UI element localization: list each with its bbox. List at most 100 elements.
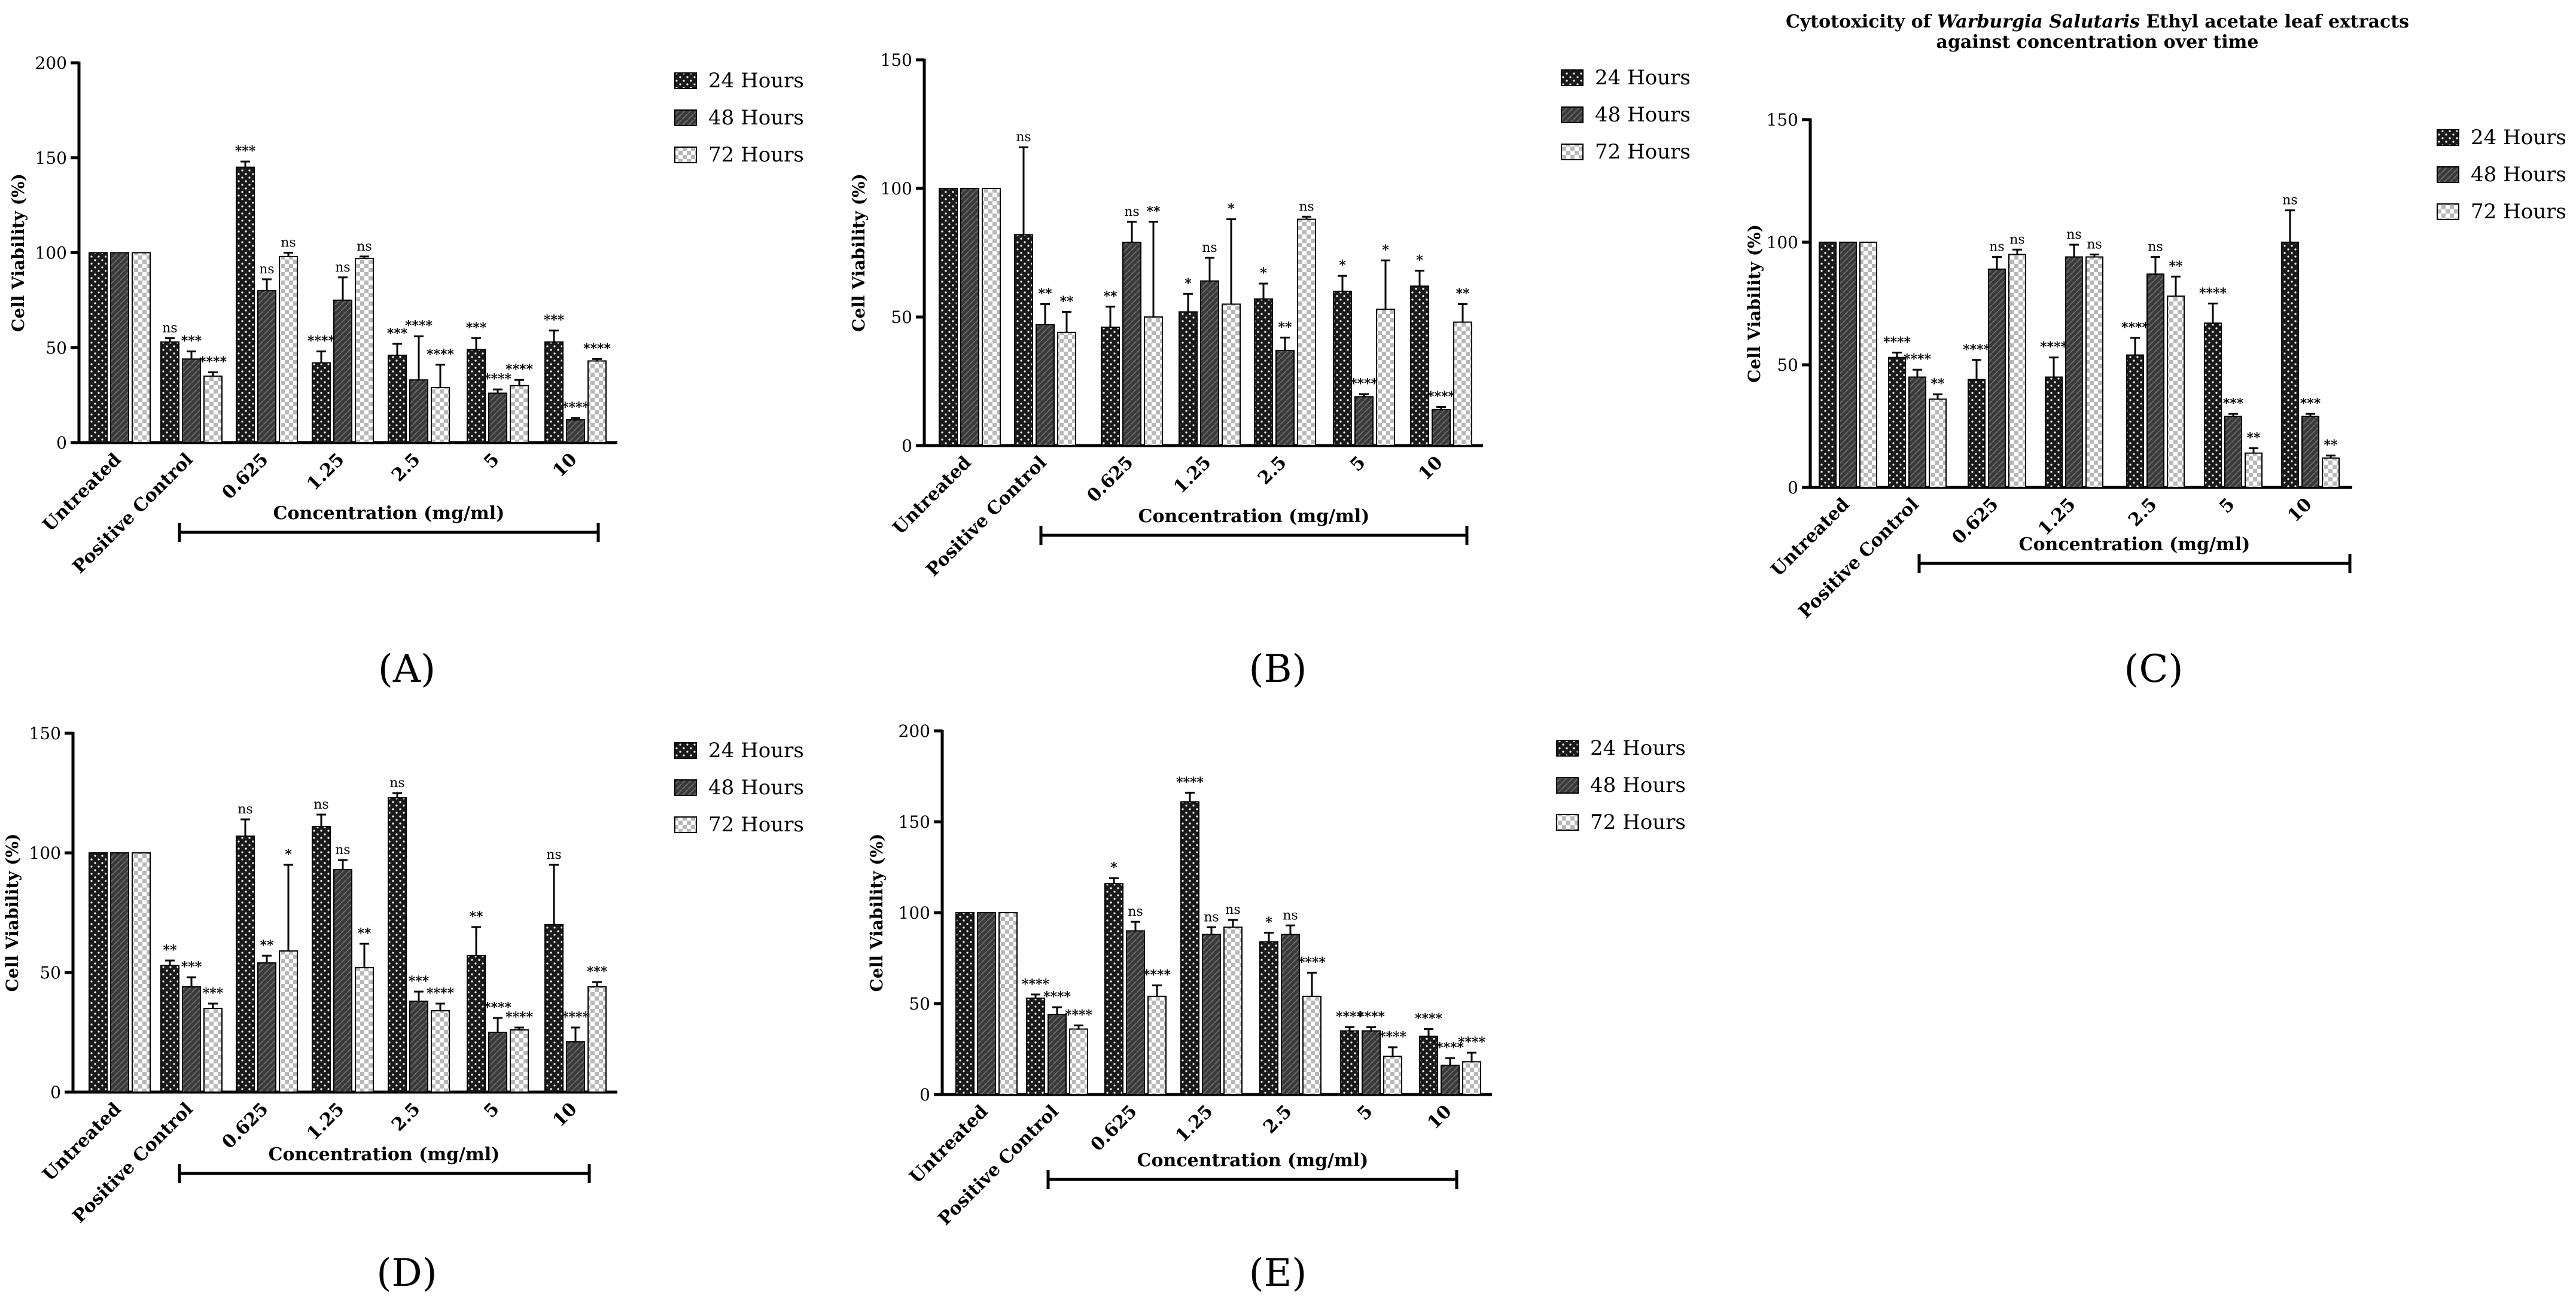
significance-label: ** — [2246, 430, 2261, 446]
significance-label: **** — [1357, 1010, 1386, 1025]
significance-label: **** — [1427, 389, 1456, 405]
significance-label: ns — [2282, 193, 2297, 208]
significance-label: ns — [2148, 240, 2163, 255]
bar-b-0-2 — [1101, 327, 1120, 447]
bar-e-1-1 — [1048, 1014, 1067, 1095]
significance-label: ns — [259, 262, 274, 277]
legend-swatch-0 — [674, 72, 697, 89]
significance-label: **** — [405, 318, 433, 334]
y-tick-label: 0 — [50, 1083, 61, 1102]
significance-label: **** — [1336, 1010, 1364, 1025]
legend-swatch-2 — [2437, 203, 2459, 220]
panel-label-d: (D) — [376, 1251, 437, 1295]
panel-label-b: (B) — [1249, 647, 1307, 691]
significance-label: *** — [2300, 396, 2321, 411]
significance-label: **** — [562, 400, 590, 416]
legend-entry-1: 48 Hours — [1595, 103, 1691, 127]
legend-swatch-1 — [2437, 166, 2459, 183]
bar-d-1-3 — [333, 869, 352, 1093]
significance-label: ns — [335, 260, 350, 275]
x-tick-label: 5 — [1346, 452, 1370, 476]
significance-label: *** — [409, 974, 430, 989]
bar-e-1-2 — [1126, 930, 1145, 1096]
y-tick-label: 0 — [902, 436, 912, 456]
bar-e-2-4 — [1302, 995, 1322, 1095]
significance-label: ns — [281, 236, 296, 251]
bar-c-1-0 — [1839, 242, 1857, 488]
y-tick-label: 100 — [881, 179, 912, 199]
significance-label: ** — [163, 943, 177, 958]
bar-b-1-1 — [1036, 324, 1055, 447]
x-tick-label: 5 — [480, 1099, 504, 1123]
bar-d-2-1 — [203, 1008, 223, 1093]
bar-d-0-4 — [388, 797, 407, 1093]
bar-d-1-2 — [257, 962, 276, 1093]
significance-label: **** — [427, 986, 455, 1001]
significance-label: ns — [2087, 237, 2102, 252]
legend-swatch-0 — [1561, 69, 1584, 86]
x-tick-label: 2.5 — [1259, 1101, 1296, 1138]
significance-label: ns — [1299, 199, 1314, 214]
x-tick-label: 10 — [549, 1099, 581, 1131]
significance-label: ns — [357, 239, 372, 254]
x-tick-label: Positive Control — [69, 1099, 197, 1227]
bar-d-2-2 — [279, 950, 298, 1093]
significance-label: *** — [466, 320, 487, 336]
legend-swatch-1 — [674, 779, 697, 796]
significance-label: *** — [2223, 396, 2244, 411]
y-tick-label: 50 — [1777, 355, 1798, 375]
significance-label: **** — [1298, 955, 1326, 970]
legend-entry-2: 72 Hours — [708, 143, 804, 167]
x-tick-label: Positive Control — [934, 1101, 1063, 1230]
x-tick-label: Positive Control — [1795, 494, 1923, 623]
significance-label: **** — [1883, 335, 1911, 350]
x-tick-label: 10 — [1423, 1101, 1456, 1133]
significance-label: ns — [389, 776, 404, 791]
y-tick-label: 50 — [39, 963, 61, 983]
chart-title-line2: against concentration over time — [1936, 32, 2259, 53]
significance-label: ns — [1202, 240, 1217, 255]
bar-b-0-5 — [1333, 291, 1352, 446]
bar-a-2-5 — [510, 385, 529, 443]
legend-entry-2: 72 Hours — [1590, 810, 1686, 834]
x-axis-label: Concentration (mg/ml) — [2019, 534, 2251, 555]
significance-label: **** — [1904, 352, 1932, 367]
legend-entry-0: 24 Hours — [708, 69, 804, 93]
x-tick-label: 0.625 — [1083, 452, 1137, 507]
significance-label: **** — [1350, 376, 1378, 392]
bar-c-2-5 — [2245, 452, 2263, 488]
bar-a-0-0 — [89, 252, 108, 443]
significance-label: *** — [181, 334, 202, 349]
significance-label: * — [1185, 276, 1192, 291]
y-axis-label: Cell Viability (%) — [867, 834, 887, 992]
bar-c-0-5 — [2204, 322, 2222, 488]
significance-label: ** — [357, 926, 372, 941]
bar-d-2-4 — [431, 1010, 450, 1093]
bar-d-2-5 — [510, 1029, 529, 1093]
bar-b-1-4 — [1275, 349, 1295, 447]
bar-d-1-1 — [182, 986, 201, 1093]
bar-c-0-1 — [1888, 356, 1906, 489]
y-axis-label: Cell Viability (%) — [1744, 224, 1764, 383]
legend-swatch-1 — [1556, 777, 1579, 794]
bar-d-0-0 — [89, 852, 108, 1093]
y-tick-label: 200 — [899, 721, 930, 741]
y-tick-label: 0 — [1788, 478, 1798, 498]
bar-b-0-4 — [1254, 298, 1273, 446]
significance-label: ** — [1931, 376, 1945, 392]
significance-label: * — [1265, 914, 1272, 930]
x-axis-label: Concentration (mg/ml) — [1138, 506, 1370, 527]
significance-label: *** — [544, 313, 565, 328]
bar-a-0-3 — [312, 362, 331, 444]
bar-c-1-2 — [1988, 269, 2006, 488]
x-tick-label: 1.25 — [1170, 452, 1215, 498]
y-tick-label: 100 — [29, 843, 61, 863]
significance-label: * — [1416, 253, 1423, 269]
legend-entry-0: 24 Hours — [1590, 736, 1686, 760]
x-tick-label: 10 — [549, 449, 581, 481]
bar-a-2-2 — [279, 255, 298, 443]
panel-label-a: (A) — [378, 647, 436, 691]
significance-label: **** — [1065, 1007, 1093, 1023]
bar-a-1-6 — [566, 419, 585, 444]
significance-label: *** — [203, 986, 224, 1001]
